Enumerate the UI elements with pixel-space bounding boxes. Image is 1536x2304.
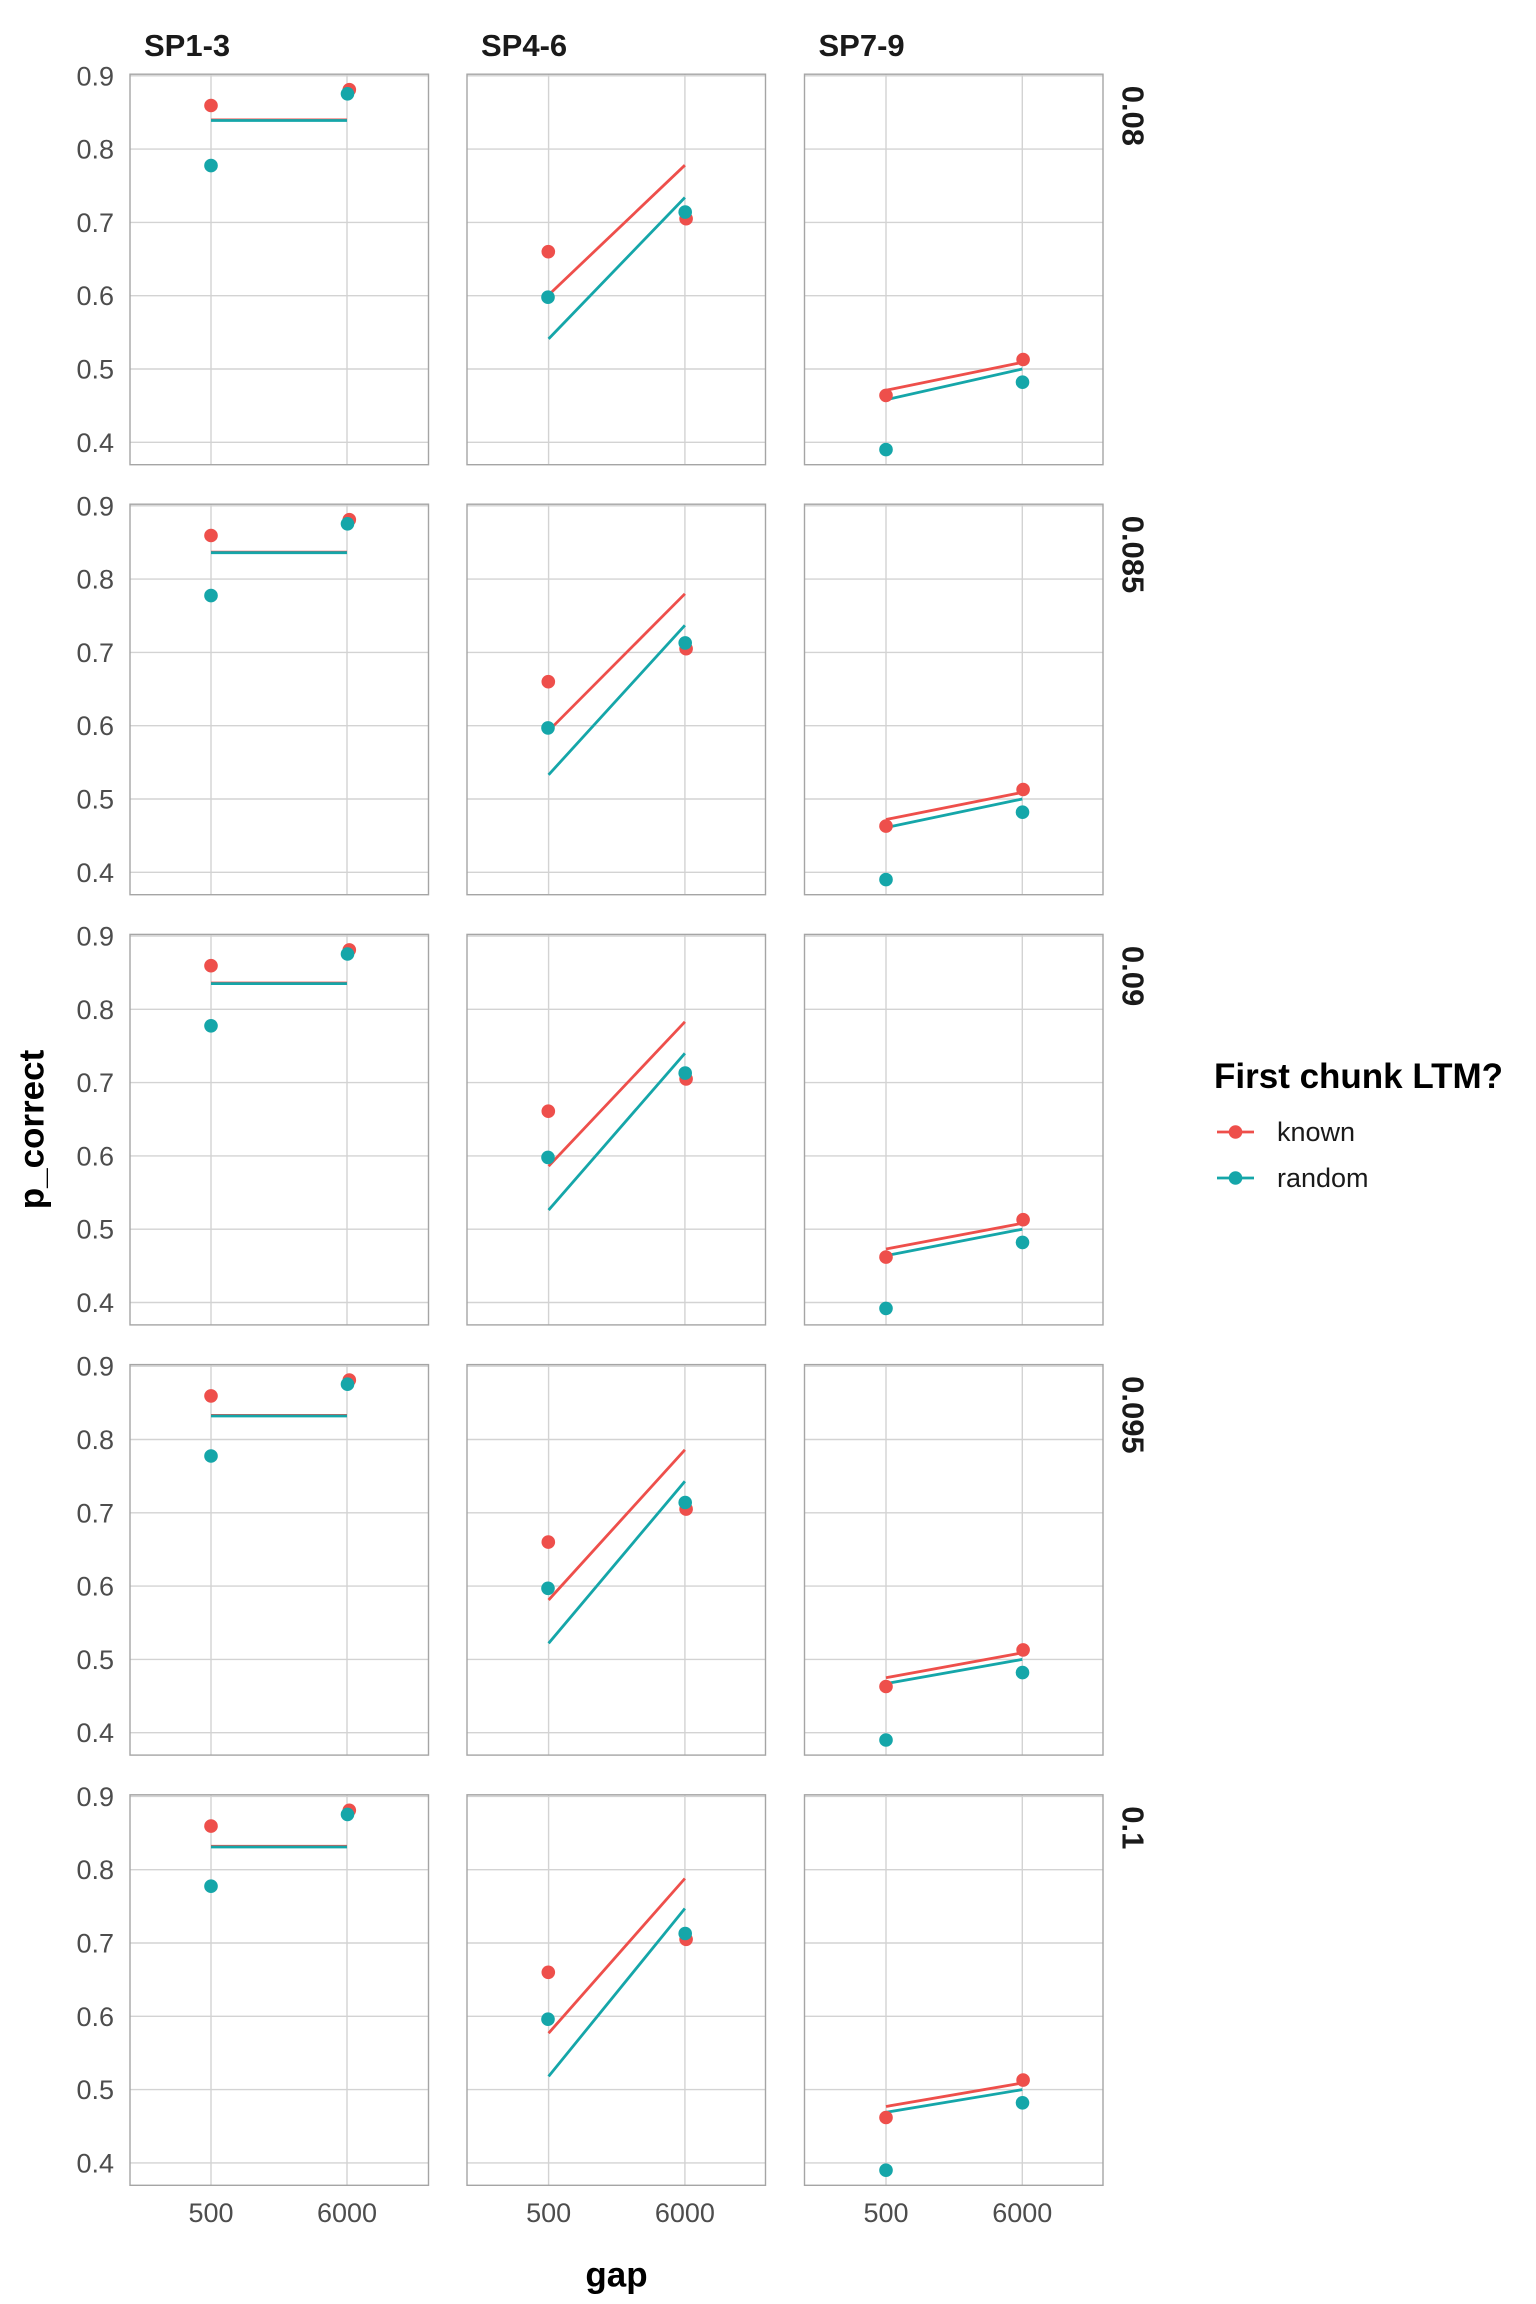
svg-text:SP7-9: SP7-9 xyxy=(819,28,905,63)
svg-text:0.9: 0.9 xyxy=(76,491,114,521)
svg-text:0.4: 0.4 xyxy=(76,858,114,888)
svg-text:0.6: 0.6 xyxy=(76,1141,114,1171)
svg-text:0.5: 0.5 xyxy=(76,1215,114,1245)
svg-text:0.5: 0.5 xyxy=(76,2075,114,2105)
svg-text:0.8: 0.8 xyxy=(76,135,114,165)
svg-text:0.085: 0.085 xyxy=(1116,516,1151,594)
svg-text:0.1: 0.1 xyxy=(1116,1806,1151,1849)
svg-text:6000: 6000 xyxy=(655,2198,715,2228)
svg-text:0.6: 0.6 xyxy=(76,711,114,741)
svg-text:0.4: 0.4 xyxy=(76,1288,114,1318)
svg-text:gap: gap xyxy=(585,2256,647,2295)
svg-text:6000: 6000 xyxy=(992,2198,1052,2228)
svg-text:0.6: 0.6 xyxy=(76,2002,114,2032)
svg-text:0.7: 0.7 xyxy=(76,208,114,238)
svg-text:0.9: 0.9 xyxy=(76,61,114,91)
svg-text:0.4: 0.4 xyxy=(76,428,114,458)
svg-text:SP4-6: SP4-6 xyxy=(481,28,567,63)
svg-text:0.095: 0.095 xyxy=(1116,1376,1151,1454)
svg-text:0.08: 0.08 xyxy=(1116,86,1151,146)
svg-text:0.9: 0.9 xyxy=(76,1352,114,1382)
svg-text:0.4: 0.4 xyxy=(76,1718,114,1748)
svg-text:0.6: 0.6 xyxy=(76,1572,114,1602)
svg-text:0.6: 0.6 xyxy=(76,281,114,311)
svg-text:p_correct: p_correct xyxy=(13,1049,52,1209)
svg-text:0.4: 0.4 xyxy=(76,2148,114,2178)
svg-text:500: 500 xyxy=(526,2198,571,2228)
svg-text:0.09: 0.09 xyxy=(1116,946,1151,1006)
svg-text:0.8: 0.8 xyxy=(76,565,114,595)
svg-text:0.9: 0.9 xyxy=(76,922,114,952)
svg-text:0.8: 0.8 xyxy=(76,1425,114,1455)
svg-text:SP1-3: SP1-3 xyxy=(144,28,230,63)
svg-text:0.5: 0.5 xyxy=(76,1645,114,1675)
svg-text:0.5: 0.5 xyxy=(76,785,114,815)
svg-text:6000: 6000 xyxy=(317,2198,377,2228)
svg-text:0.8: 0.8 xyxy=(76,995,114,1025)
svg-text:500: 500 xyxy=(188,2198,233,2228)
svg-text:random: random xyxy=(1277,1163,1369,1193)
svg-text:0.7: 0.7 xyxy=(76,1068,114,1098)
svg-text:0.7: 0.7 xyxy=(76,1929,114,1959)
svg-text:0.9: 0.9 xyxy=(76,1782,114,1812)
svg-text:known: known xyxy=(1277,1117,1355,1147)
svg-text:0.7: 0.7 xyxy=(76,1498,114,1528)
svg-text:0.5: 0.5 xyxy=(76,355,114,385)
svg-text:500: 500 xyxy=(863,2198,908,2228)
svg-text:First chunk LTM?: First chunk LTM? xyxy=(1214,1057,1503,1096)
svg-text:0.8: 0.8 xyxy=(76,1855,114,1885)
svg-text:0.7: 0.7 xyxy=(76,638,114,668)
